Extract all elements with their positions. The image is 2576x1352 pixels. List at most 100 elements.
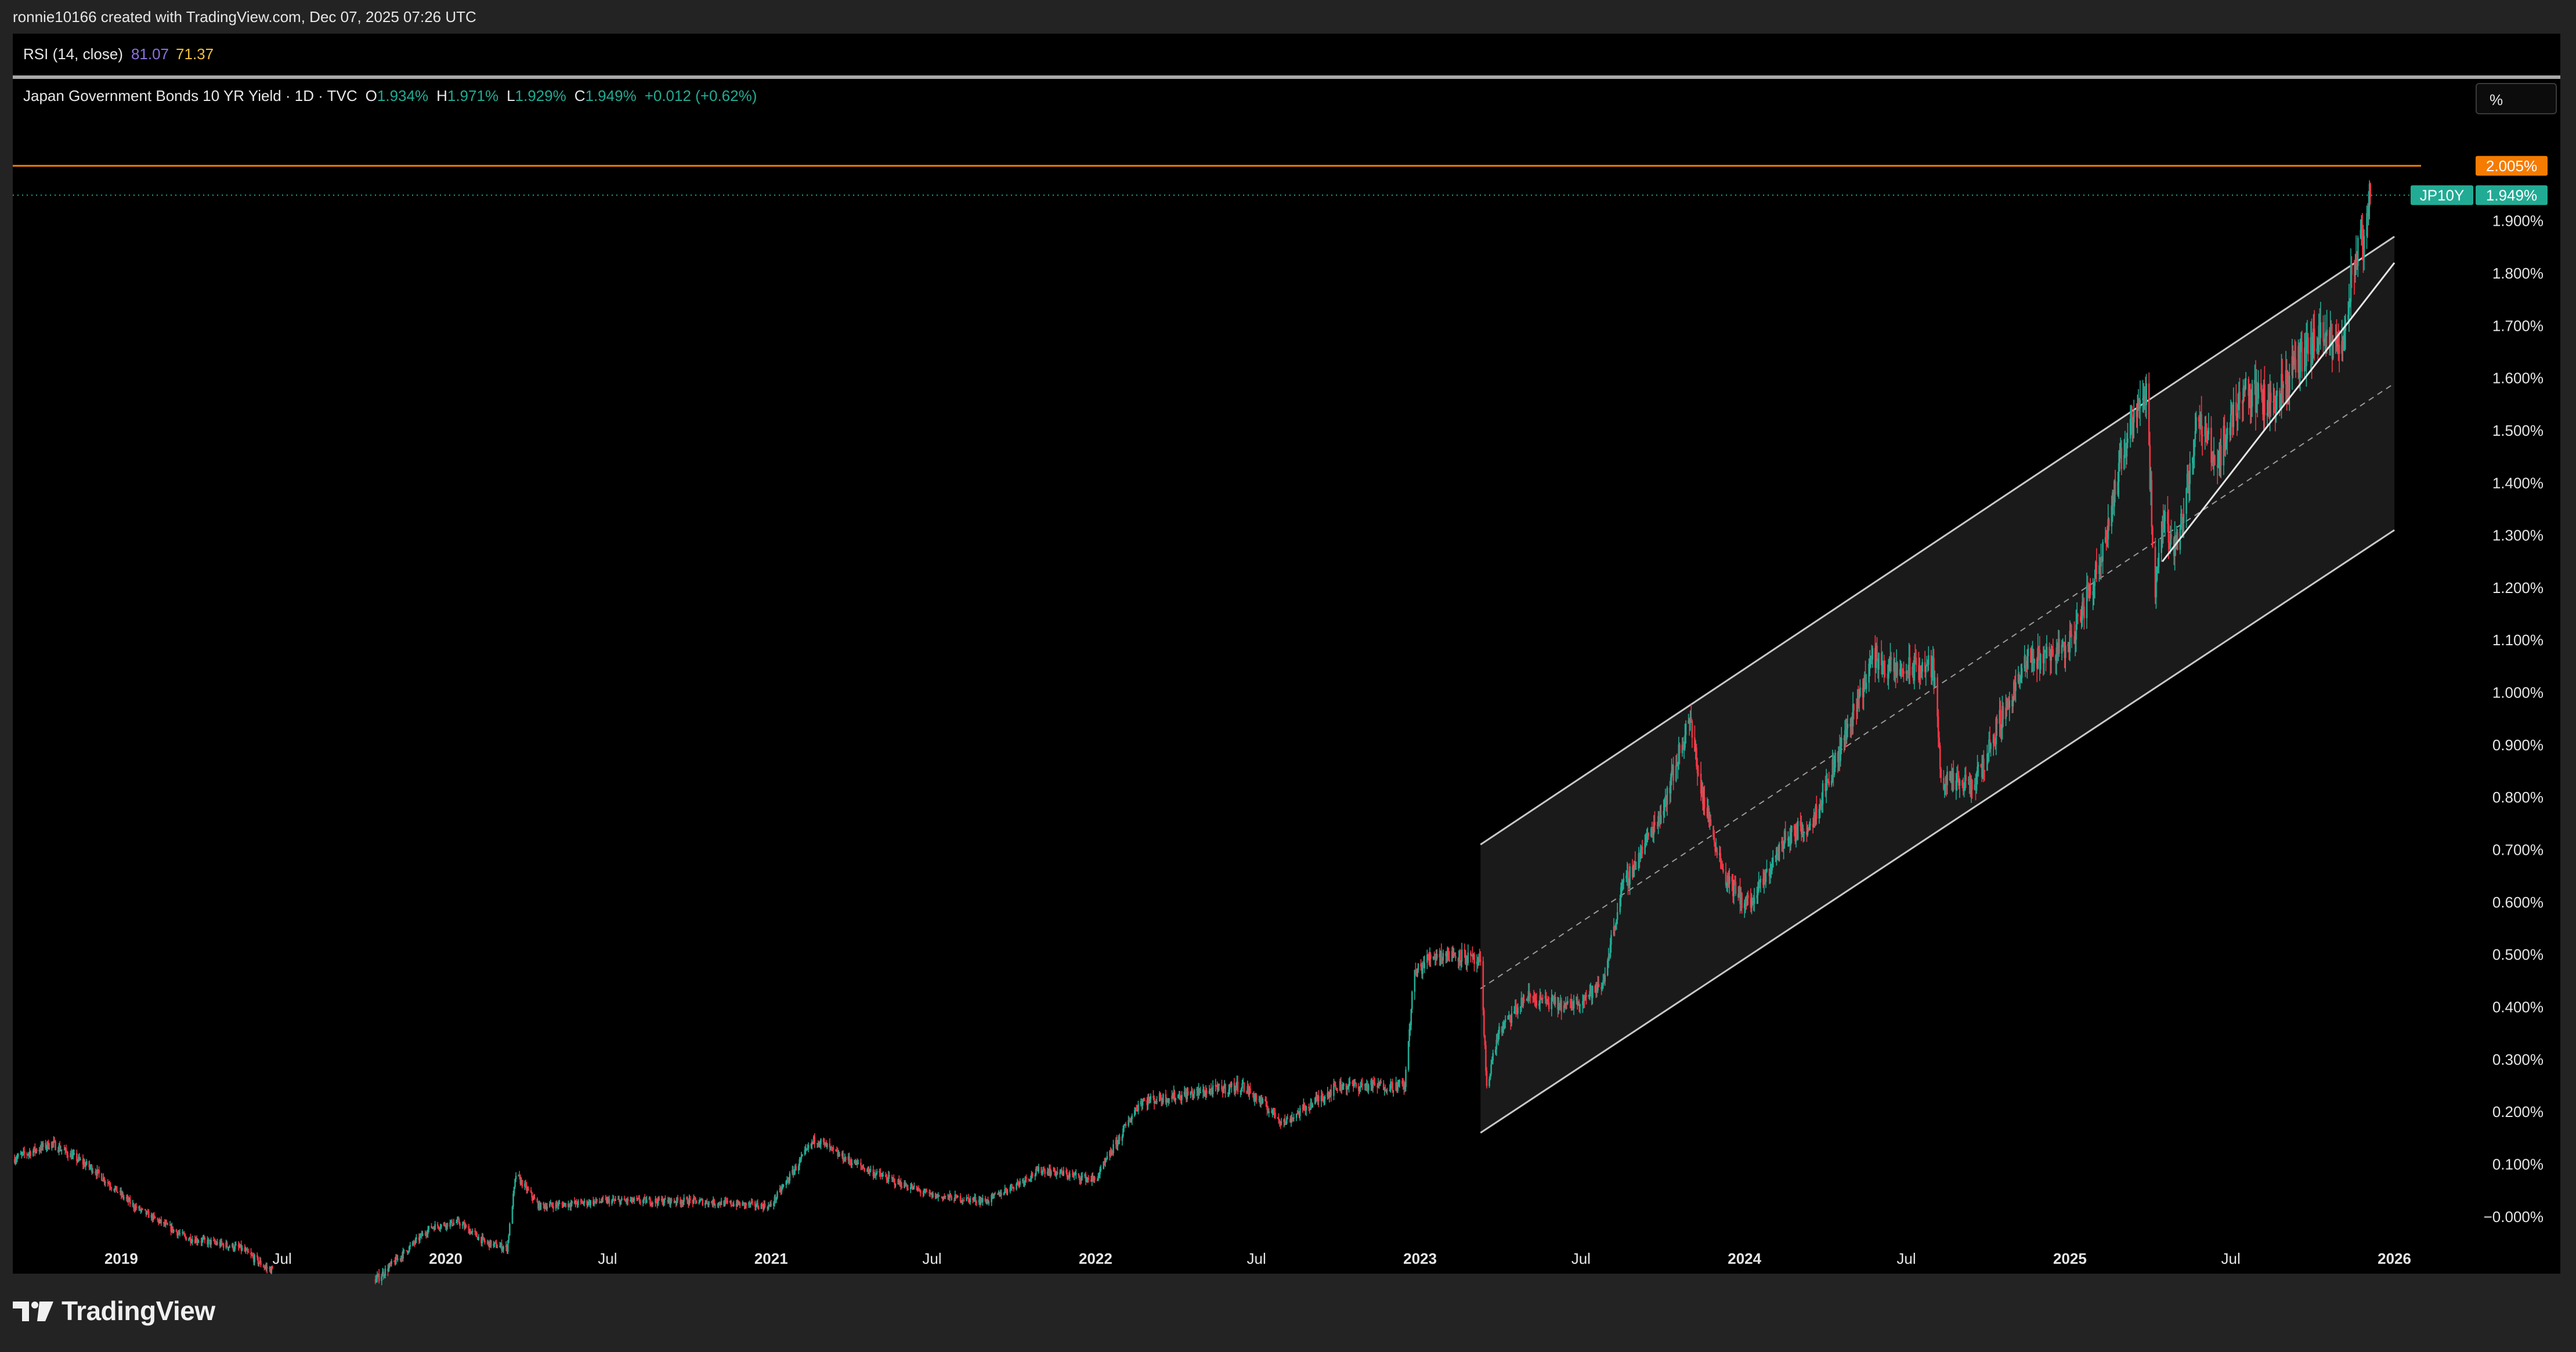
candle-body — [1650, 828, 1652, 837]
candle-body — [483, 1237, 485, 1241]
candle-body — [176, 1232, 178, 1236]
candle-body — [1447, 948, 1450, 960]
pane-separator[interactable] — [13, 75, 2560, 79]
candle-body — [1527, 999, 1529, 1000]
candle-body — [1670, 777, 1672, 794]
candle-body — [451, 1220, 453, 1226]
candle-body — [197, 1241, 200, 1242]
candle-body — [807, 1148, 808, 1149]
candle-body — [518, 1174, 521, 1177]
candle-body — [1085, 1174, 1087, 1182]
candle-body — [2018, 674, 2020, 681]
candle-body — [150, 1214, 153, 1218]
candle-body — [978, 1199, 980, 1203]
candle-body — [1399, 1080, 1401, 1082]
candle-body — [872, 1169, 875, 1177]
candle-body — [1460, 961, 1462, 963]
candle-body — [558, 1203, 559, 1206]
candle-body — [2211, 452, 2213, 463]
candle-body — [1479, 960, 1482, 961]
x-tick-label: Jul — [1571, 1250, 1591, 1267]
candle-body — [904, 1182, 906, 1186]
candle-body — [1508, 1014, 1510, 1016]
candle-body — [930, 1193, 932, 1194]
candle-body — [1863, 674, 1866, 682]
candle-body — [1808, 828, 1809, 830]
candle-body — [912, 1186, 915, 1190]
candle-body — [1378, 1082, 1380, 1086]
candle-body — [2025, 666, 2028, 667]
candle-body — [1390, 1082, 1393, 1083]
candle-body — [521, 1180, 523, 1187]
candle-body — [401, 1256, 403, 1259]
candle-body — [1648, 832, 1650, 837]
candle-body — [1725, 872, 1727, 886]
candle-body — [1354, 1082, 1356, 1083]
candle-body — [1010, 1184, 1012, 1188]
candle-body — [913, 1185, 915, 1187]
candle-body — [924, 1190, 927, 1191]
candle-body — [1173, 1091, 1176, 1100]
candle-body — [873, 1173, 875, 1177]
candle-body — [1135, 1109, 1137, 1111]
candle-body — [1665, 796, 1667, 805]
candle-body — [739, 1203, 741, 1206]
candle-body — [881, 1175, 883, 1177]
candle-body — [2152, 527, 2154, 547]
candle-body — [78, 1156, 81, 1160]
candle-body — [2076, 614, 2078, 625]
candle-body — [2286, 383, 2289, 392]
percent-scale-button[interactable]: % — [2476, 83, 2557, 114]
candle-body — [515, 1176, 517, 1180]
candle-body — [113, 1188, 115, 1191]
candle-body — [1775, 856, 1777, 858]
candle-body — [2311, 337, 2313, 363]
candle-body — [812, 1141, 814, 1143]
candle-body — [1510, 1020, 1512, 1023]
candle-body — [875, 1173, 877, 1176]
candle-body — [2069, 630, 2071, 653]
candle-body — [954, 1194, 956, 1201]
candle-body — [662, 1198, 664, 1205]
candle-body — [966, 1197, 968, 1201]
candle-body — [2160, 538, 2162, 553]
candle-body — [1056, 1171, 1057, 1176]
candle-body — [452, 1225, 454, 1226]
candle-body — [1688, 720, 1689, 724]
candle-body — [960, 1201, 962, 1202]
candle-body — [1613, 926, 1615, 935]
symbol-legend[interactable]: Japan Government Bonds 10 YR Yield · 1D … — [23, 87, 757, 105]
candle-body — [2001, 706, 2003, 729]
candle-body — [1757, 891, 1759, 895]
tradingview-logo[interactable]: TradingView — [13, 1295, 215, 1326]
candle-body — [1671, 765, 1674, 771]
candle-body — [991, 1194, 993, 1195]
candle-body — [1843, 738, 1845, 740]
candle-body — [123, 1197, 125, 1198]
candle-body — [433, 1227, 435, 1230]
candle-body — [2037, 648, 2039, 668]
candle-body — [557, 1204, 559, 1206]
rsi-legend[interactable]: RSI (14, close) 81.07 71.37 — [23, 45, 214, 63]
candle-body — [1490, 1064, 1492, 1074]
candle-body — [1582, 1001, 1584, 1005]
candle-body — [1988, 739, 1990, 754]
candle-body — [1439, 951, 1441, 957]
candle-body — [1308, 1106, 1310, 1109]
candle-body — [1815, 805, 1818, 819]
candle-body — [1428, 957, 1430, 961]
candle-body — [125, 1197, 128, 1199]
candle-body — [1038, 1167, 1040, 1172]
candle-body — [1682, 744, 1684, 750]
candle-body — [1664, 802, 1665, 811]
candle-body — [2361, 229, 2364, 238]
candle-body — [742, 1202, 745, 1203]
candle-body — [2143, 397, 2145, 399]
rsi-pane[interactable]: RSI (14, close) 81.07 71.37 — [13, 34, 2560, 75]
trendline — [2162, 262, 2396, 562]
candle-body — [804, 1149, 806, 1155]
candle-body — [963, 1201, 965, 1202]
candle-body — [397, 1259, 399, 1260]
candle-body — [260, 1260, 262, 1266]
